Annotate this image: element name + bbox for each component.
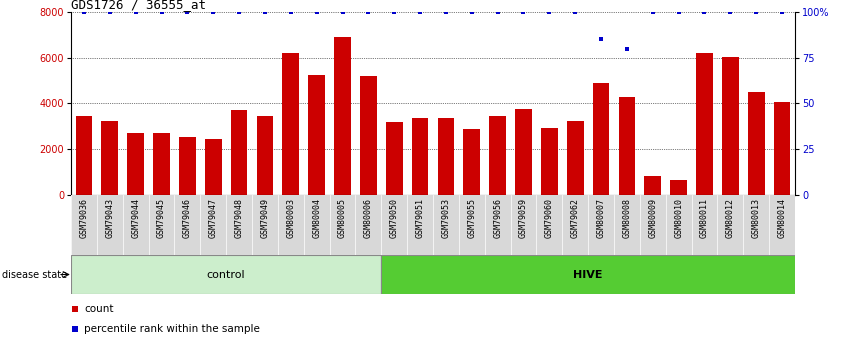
Bar: [541, 128, 558, 195]
Point: [310, 9, 324, 15]
Bar: [75, 116, 93, 195]
Text: count: count: [84, 304, 113, 314]
Text: GSM80012: GSM80012: [726, 198, 735, 238]
Point: [284, 9, 298, 15]
Point: [361, 9, 375, 15]
Bar: [360, 76, 377, 195]
Text: GSM79043: GSM79043: [106, 198, 114, 238]
Text: GSM79051: GSM79051: [416, 198, 424, 238]
Text: GSM79062: GSM79062: [571, 198, 579, 238]
Bar: [696, 53, 713, 195]
Bar: [670, 180, 687, 195]
Point: [68, 306, 81, 312]
Bar: [71, 255, 381, 294]
Bar: [153, 133, 170, 195]
Text: GSM79060: GSM79060: [545, 198, 554, 238]
Point: [77, 9, 91, 15]
Text: GSM79048: GSM79048: [235, 198, 243, 238]
Bar: [644, 176, 661, 195]
Text: GSM80005: GSM80005: [338, 198, 347, 238]
Bar: [515, 109, 532, 195]
Bar: [463, 129, 480, 195]
Text: GSM80010: GSM80010: [674, 198, 683, 238]
Text: HIVE: HIVE: [573, 269, 603, 279]
Point: [258, 9, 272, 15]
Bar: [618, 97, 636, 195]
Point: [413, 9, 427, 15]
Text: GSM79044: GSM79044: [131, 198, 140, 238]
Point: [465, 9, 479, 15]
Point: [646, 9, 660, 15]
Text: GSM79036: GSM79036: [80, 198, 88, 238]
Point: [516, 9, 530, 15]
Point: [129, 9, 143, 15]
Text: GSM79046: GSM79046: [183, 198, 192, 238]
Point: [723, 9, 737, 15]
Text: GSM79049: GSM79049: [261, 198, 269, 238]
Text: control: control: [207, 269, 245, 279]
Text: GSM79045: GSM79045: [157, 198, 166, 238]
Text: GSM80009: GSM80009: [649, 198, 657, 238]
Text: GSM79056: GSM79056: [493, 198, 502, 238]
Point: [698, 9, 712, 15]
Point: [336, 9, 350, 15]
Text: GSM79055: GSM79055: [468, 198, 476, 238]
Point: [568, 9, 582, 15]
Point: [439, 9, 453, 15]
Point: [206, 9, 220, 15]
Text: GSM80008: GSM80008: [623, 198, 631, 238]
Bar: [381, 255, 795, 294]
Point: [749, 9, 763, 15]
Bar: [230, 110, 248, 195]
Bar: [722, 57, 739, 195]
Text: GSM79053: GSM79053: [442, 198, 450, 238]
Point: [542, 9, 556, 15]
Bar: [308, 75, 325, 195]
Text: percentile rank within the sample: percentile rank within the sample: [84, 324, 260, 334]
Bar: [748, 92, 765, 195]
Bar: [127, 133, 144, 195]
Point: [594, 37, 608, 42]
Text: GSM80003: GSM80003: [287, 198, 295, 238]
Text: disease state: disease state: [2, 269, 67, 279]
Point: [387, 9, 401, 15]
Point: [180, 9, 194, 15]
Point: [232, 9, 246, 15]
Bar: [256, 116, 274, 195]
Text: GSM79047: GSM79047: [209, 198, 217, 238]
Point: [155, 9, 169, 15]
Bar: [282, 53, 299, 195]
Bar: [773, 102, 791, 195]
Point: [68, 326, 81, 332]
Text: GSM80006: GSM80006: [364, 198, 373, 238]
Bar: [205, 139, 222, 195]
Text: GDS1726 / 36555_at: GDS1726 / 36555_at: [71, 0, 206, 11]
Bar: [592, 83, 610, 195]
Bar: [567, 121, 584, 195]
Text: GSM80014: GSM80014: [778, 198, 786, 238]
Point: [775, 9, 789, 15]
Point: [620, 46, 634, 51]
Bar: [101, 121, 118, 195]
Bar: [334, 37, 351, 195]
Bar: [411, 118, 429, 195]
Point: [491, 9, 505, 15]
Point: [672, 9, 686, 15]
Text: GSM80004: GSM80004: [312, 198, 321, 238]
Bar: [179, 137, 196, 195]
Text: GSM79050: GSM79050: [390, 198, 398, 238]
Text: GSM79059: GSM79059: [519, 198, 528, 238]
Bar: [386, 122, 403, 195]
Text: GSM80011: GSM80011: [700, 198, 709, 238]
Bar: [489, 116, 506, 195]
Bar: [437, 118, 455, 195]
Text: GSM80013: GSM80013: [752, 198, 760, 238]
Point: [103, 9, 117, 15]
Text: GSM80007: GSM80007: [597, 198, 605, 238]
